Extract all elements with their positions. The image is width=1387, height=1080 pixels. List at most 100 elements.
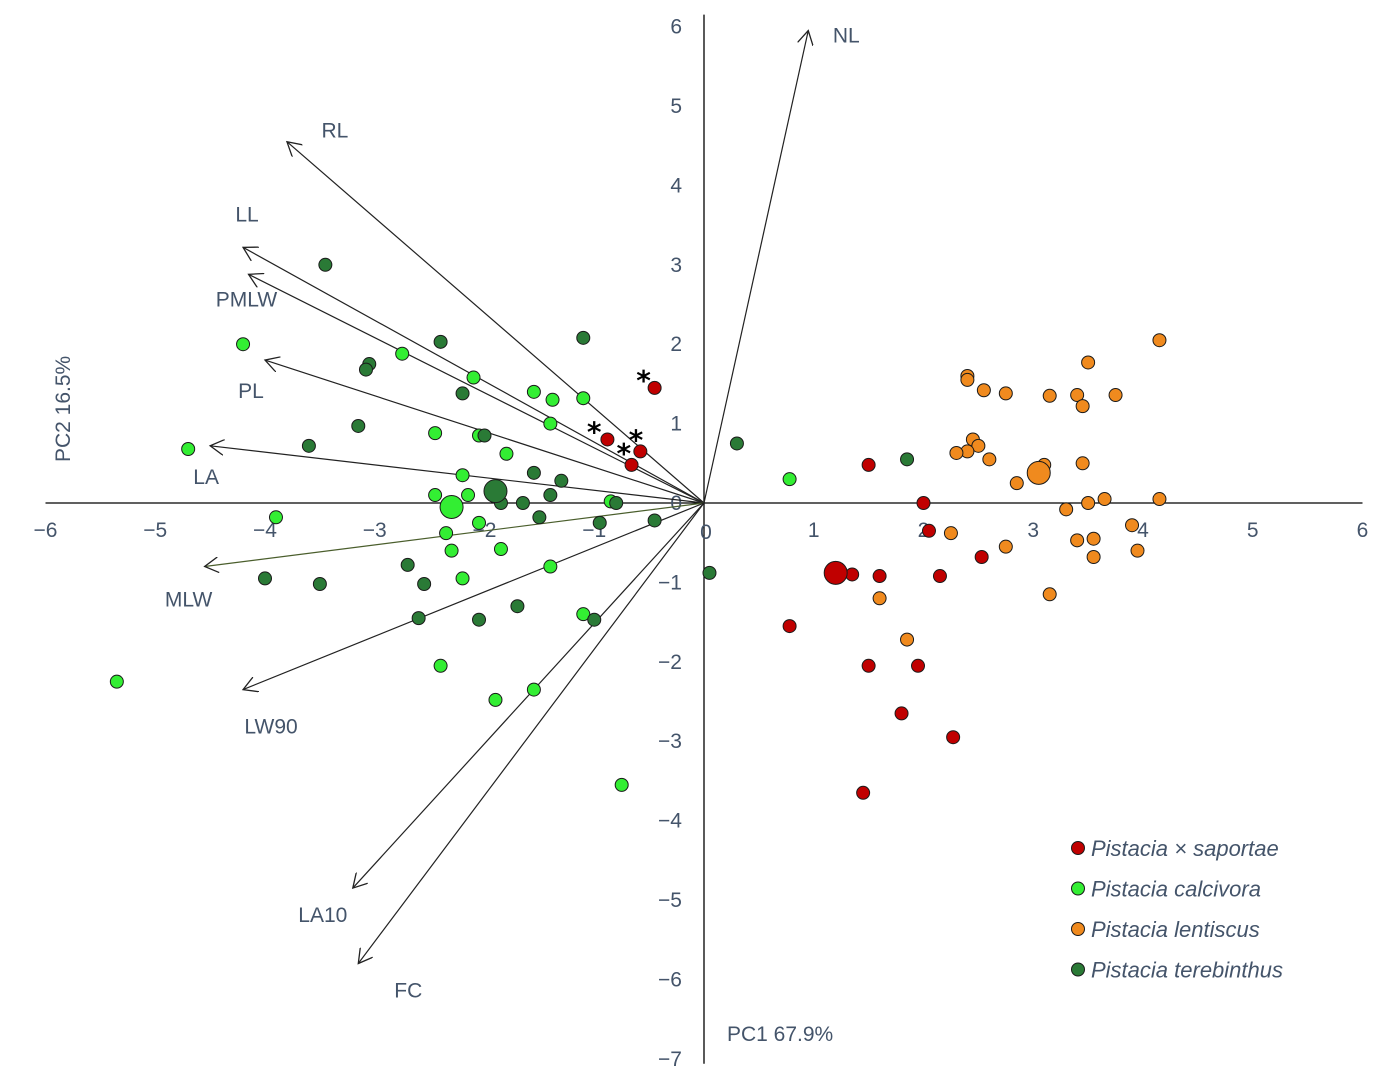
point-series-2: [1152, 333, 1167, 348]
point-series-3: [351, 418, 366, 433]
point-series-1: [395, 346, 410, 361]
y-tick-label: 3: [670, 254, 682, 277]
point-series-2: [1042, 587, 1057, 602]
asterisk-annotation: *: [617, 437, 632, 470]
loading-label-mlw: MLW: [165, 589, 213, 612]
point-series-1: [543, 559, 558, 574]
point-series-0: [633, 444, 648, 459]
point-series-3: [702, 565, 717, 580]
loading-vectors: NL RL LL PMLW PL LA MLW LW90 LA10 FC: [165, 25, 860, 1003]
point-series-3: [417, 576, 432, 591]
point-series-2: [976, 383, 991, 398]
legend-label: Pistacia calcivora: [1091, 877, 1261, 902]
x-tick-label: −4: [253, 519, 277, 542]
loading-arrow-la10: [353, 502, 705, 888]
point-series-2: [949, 445, 964, 460]
point-series-0: [624, 457, 639, 472]
point-series-2: [982, 452, 997, 467]
point-series-0: [782, 619, 797, 634]
x-tick-label: −5: [143, 519, 167, 542]
point-series-0: [845, 567, 860, 582]
loading-label-nl: NL: [833, 25, 860, 48]
point-series-2: [1075, 399, 1090, 414]
y-tick-label: −6: [658, 968, 682, 991]
x-tick-label: 0: [700, 521, 712, 544]
y-tick-label: −4: [658, 810, 682, 833]
point-series-1: [461, 488, 476, 503]
x-tick-label: 6: [1357, 519, 1369, 542]
centroid-series-0: [823, 560, 848, 585]
loading-label-ll: LL: [235, 203, 258, 226]
point-series-0: [932, 569, 947, 584]
point-series-2: [1097, 492, 1112, 507]
point-series-1: [236, 337, 251, 352]
point-series-3: [301, 438, 316, 453]
point-series-1: [428, 488, 443, 503]
point-series-3: [554, 473, 569, 488]
point-series-1: [455, 571, 470, 586]
y-tick-label: 1: [670, 413, 682, 436]
point-series-1: [439, 526, 454, 541]
point-series-1: [181, 442, 196, 457]
point-series-3: [400, 557, 415, 572]
loading-arrow-lw90: [243, 502, 705, 690]
point-series-1: [109, 674, 124, 689]
y-tick-label: −2: [658, 651, 682, 674]
loading-label-pl: PL: [238, 380, 264, 403]
axis-titles: PC1 67.9% PC2 16.5%: [52, 356, 833, 1046]
point-series-3: [455, 386, 470, 401]
loading-arrow-fc: [358, 502, 705, 964]
legend: Pistacia × saportae Pistacia calcivora Pis…: [1071, 836, 1283, 983]
point-series-0: [861, 457, 876, 472]
point-series-3: [258, 571, 272, 586]
x-tick-label: −3: [363, 519, 387, 542]
point-series-3: [312, 576, 327, 591]
point-series-2: [1070, 388, 1085, 403]
point-series-1: [488, 692, 503, 707]
point-series-2: [998, 386, 1013, 401]
point-series-1: [782, 472, 797, 487]
y-tick-label: −1: [658, 571, 682, 594]
legend-marker: [1071, 922, 1085, 936]
point-series-2: [943, 526, 958, 541]
point-series-3: [543, 488, 558, 503]
point-series-2: [900, 632, 915, 647]
legend-marker: [1071, 841, 1085, 855]
point-series-0: [894, 706, 909, 721]
point-series-3: [477, 428, 492, 443]
point-series-1: [433, 658, 448, 673]
point-series-2: [1130, 543, 1145, 558]
loading-label-la: LA: [193, 466, 219, 489]
asterisk-annotation: *: [636, 364, 651, 397]
point-series-3: [411, 611, 426, 626]
x-tick-label: 4: [1137, 519, 1149, 542]
y-tick-label: −3: [658, 730, 682, 753]
point-series-2: [971, 438, 986, 453]
point-series-2: [1009, 476, 1024, 491]
centroid-series-2: [1026, 460, 1051, 485]
point-series-0: [946, 730, 961, 745]
point-series-2: [1081, 355, 1096, 370]
point-series-3: [900, 452, 915, 467]
point-series-1: [545, 392, 560, 407]
point-series-1: [526, 384, 541, 399]
loading-label-fc: FC: [394, 980, 422, 1003]
loading-label-pmlw: PMLW: [216, 288, 278, 311]
legend-marker: [1071, 881, 1085, 896]
point-series-0: [921, 523, 936, 538]
x-tick-label: 1: [808, 519, 820, 542]
point-series-1: [614, 777, 629, 792]
point-series-3: [433, 334, 448, 349]
point-series-1: [268, 510, 283, 525]
point-series-1: [455, 468, 470, 483]
point-series-2: [1125, 518, 1140, 533]
loading-label-lw90: LW90: [244, 716, 297, 739]
point-series-0: [861, 658, 876, 673]
annotations: ** **: [587, 364, 651, 470]
legend-label: Pistacia lentiscus: [1091, 917, 1260, 942]
loading-arrow-nl: [703, 31, 808, 504]
point-series-1: [493, 542, 508, 557]
x-axis-title: PC1 67.9%: [727, 1023, 833, 1046]
y-tick-label: 6: [670, 16, 682, 39]
